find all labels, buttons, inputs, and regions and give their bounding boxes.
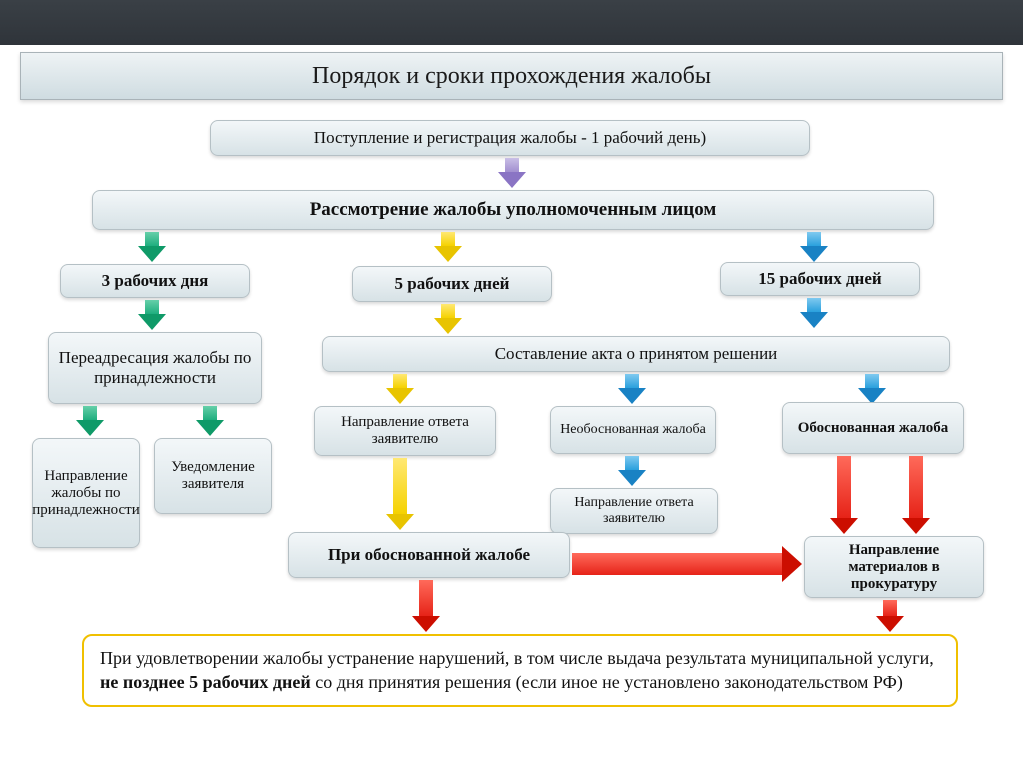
arrow-red (902, 456, 930, 534)
box-redirect-send: Направление жалобы по принадлежности (32, 438, 140, 548)
box-reply-applicant-1: Направление ответа заявителю (314, 406, 496, 456)
arrow-teal (138, 300, 166, 330)
arrow-yellow (434, 304, 462, 334)
arrow-red-right (572, 546, 802, 582)
label: Направление ответа заявителю (323, 414, 487, 448)
box-when-founded: При обоснованной жалобе (288, 532, 570, 578)
box-notify-applicant: Уведомление заявителя (154, 438, 272, 514)
label: Переадресация жалобы по принадлежности (57, 348, 253, 388)
box-redirect: Переадресация жалобы по принадлежности (48, 332, 262, 404)
label: Направление жалобы по принадлежности (32, 468, 140, 519)
arrow-blue (800, 232, 828, 262)
arrow-red (876, 600, 904, 632)
arrow-yellow (386, 374, 414, 404)
box-act: Составление акта о принятом решении (322, 336, 950, 372)
label: Обоснованная жалоба (798, 420, 949, 437)
arrow-blue (618, 374, 646, 404)
arrow-teal (76, 406, 104, 436)
box-intake: Поступление и регистрация жалобы - 1 раб… (210, 120, 810, 156)
box-unfounded: Необоснованная жалоба (550, 406, 716, 454)
label: Составление акта о принятом решении (495, 344, 778, 364)
box-15days: 15 рабочих дней (720, 262, 920, 296)
label: Направление ответа заявителю (559, 495, 709, 527)
box-review: Рассмотрение жалобы уполномоченным лицом (92, 190, 934, 230)
label: 3 рабочих дня (102, 271, 209, 291)
arrow-blue (800, 298, 828, 328)
arrow-teal (196, 406, 224, 436)
arrow-yellow (386, 458, 414, 530)
diagram-title-bar: Порядок и сроки прохождения жалобы (20, 52, 1003, 100)
box-reply-applicant-2: Направление ответа заявителю (550, 488, 718, 534)
final-text: При удовлетворении жалобы устранение нар… (100, 648, 934, 692)
arrow-yellow (434, 232, 462, 262)
box-to-prosecutor: Направление материалов в прокуратуру (804, 536, 984, 598)
arrow-red (830, 456, 858, 534)
label: Рассмотрение жалобы уполномоченным лицом (310, 199, 717, 221)
arrow-teal (138, 232, 166, 262)
arrow-red (412, 580, 440, 632)
label: Направление материалов в прокуратуру (813, 542, 975, 593)
box-founded: Обоснованная жалоба (782, 402, 964, 454)
label: 5 рабочих дней (395, 274, 510, 294)
arrow-purple (498, 158, 526, 188)
diagram-title: Порядок и сроки прохождения жалобы (312, 63, 711, 90)
arrow-blue (618, 456, 646, 486)
box-final: При удовлетворении жалобы устранение нар… (82, 634, 958, 707)
diagram-canvas: Порядок и сроки прохождения жалобы Посту… (20, 48, 1003, 763)
box-5days: 5 рабочих дней (352, 266, 552, 302)
label: Необоснованная жалоба (560, 422, 706, 438)
label: Поступление и регистрация жалобы - 1 раб… (314, 128, 706, 148)
window-chrome (0, 0, 1023, 46)
label: Уведомление заявителя (163, 459, 263, 493)
arrow-blue (858, 374, 886, 404)
label: При обоснованной жалобе (328, 545, 530, 565)
label: 15 рабочих дней (758, 269, 881, 289)
box-3days: 3 рабочих дня (60, 264, 250, 298)
